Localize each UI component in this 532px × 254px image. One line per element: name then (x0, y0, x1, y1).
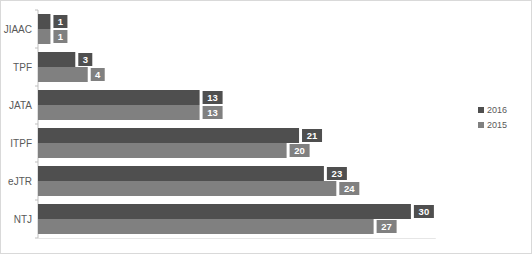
bar (38, 181, 336, 196)
bar (38, 29, 50, 44)
category-label: ITPF (10, 138, 32, 149)
data-label: 27 (381, 221, 392, 232)
category-tick (35, 162, 38, 163)
category-label: JIAAC (4, 24, 32, 35)
data-label-box (377, 220, 397, 233)
category-label: NTJ (14, 214, 32, 225)
data-label-box (78, 53, 92, 66)
legend: 2016 2015 (478, 105, 507, 130)
chart-svg: JIAAC 1 1 TPF 34 JATA 13 13 ITPF 2120 eJTR 2324 NTJ 3… (0, 0, 532, 254)
bar (38, 90, 200, 105)
chart-container: JIAAC 1 1 TPF 34 JATA 13 13 ITPF 2120 eJTR 2324 NTJ 3… (0, 0, 532, 254)
data-label-box (53, 15, 67, 28)
data-label: 13 (207, 107, 218, 118)
data-label: 24 (344, 183, 355, 194)
category-tick (35, 48, 38, 49)
data-label: 1 (58, 31, 64, 42)
bars (38, 14, 411, 234)
data-label-box (290, 144, 310, 157)
bar (38, 128, 299, 143)
data-label-box (91, 68, 105, 81)
bar (38, 67, 88, 82)
value-axis-line (38, 238, 436, 239)
data-label: 21 (307, 130, 318, 141)
bar (38, 166, 324, 181)
category-label: JATA (9, 100, 32, 111)
data-label: 1 (58, 16, 64, 27)
bar (38, 14, 50, 29)
data-label: 3 (83, 54, 88, 65)
data-label: 13 (207, 92, 218, 103)
legend-label: 2016 (487, 105, 507, 115)
data-label: 23 (332, 168, 343, 179)
data-label: 20 (294, 145, 305, 156)
category-tick (35, 200, 38, 201)
category-tick (35, 124, 38, 125)
category-tick (35, 238, 38, 239)
bar (38, 143, 287, 158)
legend-label: 2015 (487, 120, 507, 130)
legend-swatch (478, 122, 484, 128)
bar (38, 105, 200, 120)
labels: JIAAC 1 1 TPF 34 JATA 13 13 ITPF 2120 eJTR 2324 NTJ 3… (4, 15, 434, 233)
category-tick (35, 86, 38, 87)
data-label: 30 (419, 206, 430, 217)
bar (38, 204, 411, 219)
category-tick (35, 10, 38, 11)
data-label-box (53, 30, 67, 43)
data-label-box (203, 91, 223, 104)
data-label-box (339, 182, 359, 195)
data-label-box (302, 129, 322, 142)
data-label-box (203, 106, 223, 119)
chart-frame (1, 1, 532, 254)
data-label-box (414, 205, 434, 218)
data-label: 4 (95, 69, 101, 80)
category-label: TPF (13, 62, 32, 73)
legend-swatch (478, 107, 484, 113)
category-label: eJTR (8, 176, 32, 187)
bar (38, 52, 75, 67)
bar (38, 219, 374, 234)
data-label-box (327, 167, 347, 180)
